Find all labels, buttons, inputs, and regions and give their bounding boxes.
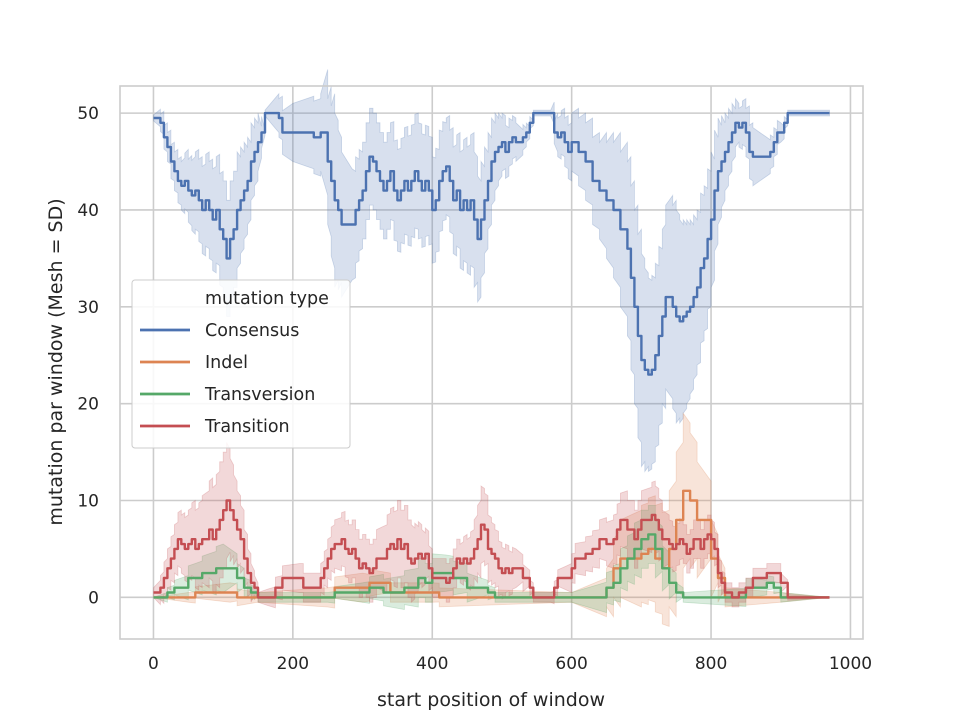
series-line-transition [153,499,830,599]
y-tick-label: 0 [88,588,99,608]
legend-label-indel: Indel [205,353,248,373]
x-axis-label: start position of window [377,689,605,711]
x-tick-label: 600 [555,654,587,674]
x-tick-label: 200 [277,654,309,674]
x-tick-label: 0 [148,654,159,674]
series-line-transversion [153,533,830,599]
legend-label-consensus: Consensus [205,321,299,341]
legend-entry-indel: Indel [140,353,248,373]
x-tick-label: 800 [695,654,727,674]
legend-label-transition: Transition [204,417,290,437]
plot-frame [119,85,864,640]
series-line-consensus [153,111,830,376]
x-tick-label: 1000 [829,654,872,674]
sd-band-transition [153,442,830,609]
legend-box [131,279,351,449]
y-axis-label: mutation par window (Mesh = SD) [45,198,67,525]
x-tick-label: 400 [416,654,448,674]
y-tick-label: 40 [77,201,99,221]
x-axis-ticks: 0 200 400 600 800 1000 [148,654,872,674]
y-tick-label: 50 [77,104,99,124]
legend-title: mutation type [205,289,329,309]
y-tick-label: 10 [77,492,99,512]
legend-entry-consensus: Consensus [140,321,299,341]
legend-entry-transversion: Transversion [140,385,315,405]
y-axis-ticks: 0 10 20 30 40 50 [77,104,99,608]
sd-band-consensus [153,69,830,473]
legend: mutation type Consensus Indel Transversi… [131,279,351,449]
legend-label-transversion: Transversion [204,385,315,405]
y-tick-label: 30 [77,298,99,318]
y-tick-label: 20 [77,395,99,415]
series-lines [153,111,830,599]
legend-entry-transition: Transition [140,417,290,437]
